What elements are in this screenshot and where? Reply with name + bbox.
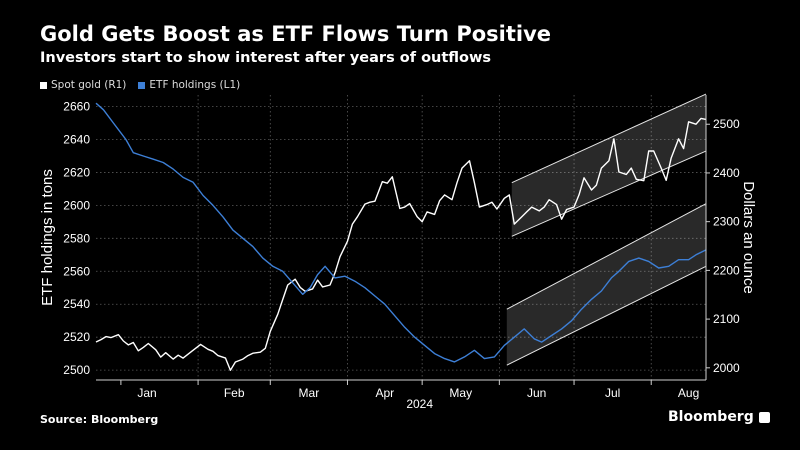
gold-channel-band [511,94,706,237]
series-line-etf-holdings [95,102,707,363]
y-left-tick-label: 2580 [63,231,90,245]
legend-label-spot-gold: Spot gold (R1) [51,79,127,91]
y-right-tick-label: 2500 [713,117,740,131]
chart-legend: Spot gold (R1) ETF holdings (L1) [40,79,240,91]
x-tick-label: Mar [299,386,320,400]
y-left-tick-label: 2560 [63,264,90,278]
gold-channel-upper-line [511,93,707,184]
y-left-tick-label: 2520 [63,330,90,344]
x-tick-label: Jul [605,386,620,400]
legend-label-etf-holdings: ETF holdings (L1) [149,79,241,91]
legend-swatch-etf-holdings [138,81,146,89]
etf-channel-upper-line [506,203,707,310]
bloomberg-logo-icon [758,411,770,423]
legend-item-etf-holdings: ETF holdings (L1) [138,79,240,91]
y-right-tick-label: 2100 [713,312,740,326]
y-left-tick-label: 2600 [63,198,90,212]
y-left-axis-title: ETF holdings in tons [39,169,56,306]
y-left-tick-label: 2620 [63,165,90,179]
y-right-tick-label: 2000 [713,361,740,375]
x-tick-label: Apr [375,386,394,400]
y-left-tick-label: 2640 [63,132,90,146]
x-tick-label: Feb [224,386,245,400]
y-left-tick-label: 2500 [63,363,90,377]
etf-channel-lower-line [506,265,707,366]
bloomberg-logo: Bloomberg [668,409,770,425]
x-tick-label: Jan [137,386,156,400]
chart-title: Gold Gets Boost as ETF Flows Turn Positi… [40,22,552,46]
brand-name: Bloomberg [668,409,754,425]
legend-swatch-spot-gold [40,81,47,89]
x-tick-label: May [449,386,472,400]
legend-item-spot-gold: Spot gold (R1) [40,79,126,91]
x-year-label: 2024 [406,397,433,411]
x-tick-label: Jun [527,386,546,400]
source-note: Source: Bloomberg [40,413,159,426]
gold-channel-lower-line [511,150,707,237]
y-left-tick-label: 2660 [63,100,90,114]
y-right-tick-label: 2200 [713,263,740,277]
y-left-tick-label: 2540 [63,297,90,311]
y-right-tick-label: 2300 [713,215,740,229]
series-line-spot-gold [95,117,707,371]
y-right-axis-title: Dollars an ounce [740,181,757,294]
x-tick-label: Aug [678,386,699,400]
chart-subtitle: Investors start to show interest after y… [40,50,492,66]
y-right-tick-label: 2400 [713,166,740,180]
